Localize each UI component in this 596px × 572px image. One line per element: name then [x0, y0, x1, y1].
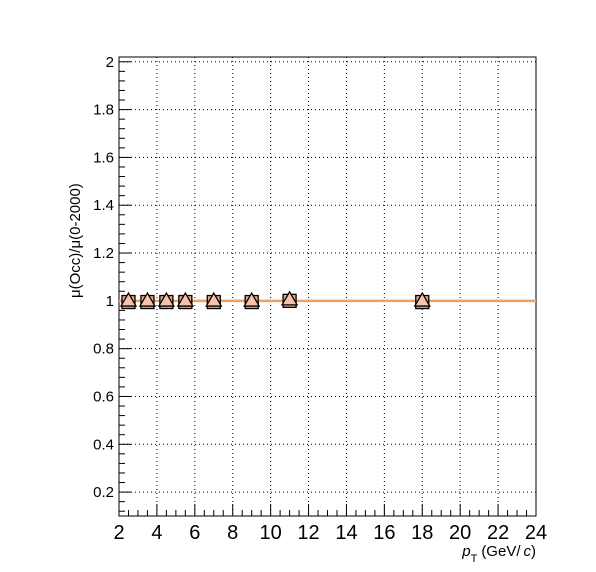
x-tick-label: 16 — [373, 522, 395, 544]
y-tick-label: 0.6 — [93, 388, 114, 405]
y-tick-label: 1.6 — [93, 149, 114, 166]
triangle-marker — [205, 291, 223, 307]
x-axis-title: pT (GeV/c) — [461, 543, 536, 565]
x-axis-title-subscript: T — [471, 553, 478, 565]
x-tick-label: 20 — [449, 522, 471, 544]
x-tick-label: 8 — [227, 522, 238, 544]
grid — [119, 57, 536, 516]
x-tick-label: 18 — [411, 522, 433, 544]
data-points — [119, 290, 431, 310]
x-axis-title-symbol: p — [461, 543, 470, 560]
x-tick-label: 24 — [525, 522, 547, 544]
y-tick-label: 2 — [106, 54, 114, 71]
axes: 2 4 6 8 10 12 14 16 18 20 22 240.20.40.60.811.21.41… — [93, 54, 547, 544]
y-axis-title: μ(Occ)/μ(0-2000) — [67, 183, 84, 298]
y-tick-label: 0.4 — [93, 436, 114, 453]
x-tick-label: 6 — [189, 522, 200, 544]
y-tick-label: 0.2 — [93, 484, 114, 501]
x-tick-label: 10 — [260, 522, 282, 544]
x-tick-label: 4 — [151, 522, 162, 544]
x-axis-title-units-var: c — [524, 543, 532, 560]
triangle-marker — [157, 291, 176, 307]
triangle-marker — [280, 290, 299, 306]
x-tick-label: 2 — [113, 522, 124, 544]
x-tick-label: 22 — [487, 522, 509, 544]
plot-frame — [118, 56, 537, 517]
triangle-marker — [413, 291, 431, 307]
triangle-marker — [176, 291, 194, 307]
y-tick-label: 1.4 — [93, 197, 114, 214]
y-tick-label: 1.2 — [93, 245, 114, 262]
y-tick-label: 1.8 — [93, 102, 114, 119]
x-tick-label: 12 — [297, 522, 319, 544]
y-tick-label: 1 — [106, 293, 114, 310]
triangle-marker — [243, 291, 261, 307]
x-tick-label: 14 — [335, 522, 357, 544]
y-tick-label: 0.8 — [93, 341, 114, 358]
x-axis-title-units-suffix: ) — [531, 543, 536, 560]
triangle-marker — [138, 291, 157, 307]
triangle-marker — [119, 291, 138, 307]
x-axis-title-units-prefix: (GeV/ — [481, 543, 521, 560]
